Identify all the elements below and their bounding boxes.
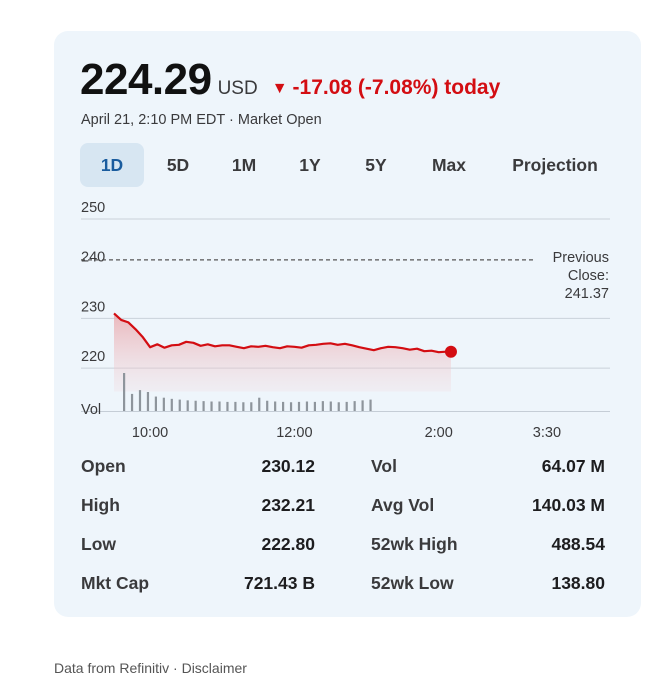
y-tick-label: 230 <box>81 299 105 315</box>
volume-bar <box>130 393 134 411</box>
x-tick-label: 3:30 <box>533 425 561 441</box>
x-axis-labels: 10:00 12:00 2:00 3:30 <box>132 425 561 441</box>
volume-bar <box>186 400 189 411</box>
stat-value: 140.03 M <box>532 495 605 515</box>
stats-row: Open 230.12 Vol 64.07 M <box>81 456 609 480</box>
stat-value: 230.12 <box>261 456 315 476</box>
stats-row: Mkt Cap 721.43 B 52wk Low 138.80 <box>81 573 609 597</box>
price-series-line <box>113 312 451 354</box>
stat-label: Avg Vol <box>371 495 435 515</box>
volume-bar <box>170 398 173 411</box>
tab-1d[interactable]: 1D <box>80 143 144 187</box>
price-row: 224.29 USD ▼ -17.08 (-7.08%) today <box>80 55 500 105</box>
volume-bar <box>274 401 277 411</box>
volume-bar <box>146 392 150 411</box>
current-price: 224.29 <box>80 55 212 104</box>
tab-5d[interactable]: 5D <box>166 155 190 175</box>
stat-value: 64.07 M <box>541 456 605 476</box>
volume-bar <box>226 401 229 411</box>
volume-bar <box>210 401 213 411</box>
volume-bar <box>329 401 332 411</box>
volume-bar <box>353 401 356 411</box>
x-tick-label: 12:00 <box>276 425 312 441</box>
stat-value: 488.54 <box>551 534 605 554</box>
range-tabs: 1D 5D 1M 1Y 5Y Max Projection <box>80 143 610 187</box>
stat-label: High <box>81 495 120 515</box>
current-price-dot <box>444 345 457 358</box>
volume-bar <box>369 399 372 411</box>
tab-1m[interactable]: 1M <box>231 155 257 175</box>
stat-label: Low <box>81 534 116 554</box>
price-change: ▼ -17.08 (-7.08%) today <box>272 76 501 100</box>
volume-bar <box>289 402 293 411</box>
x-tick-label: 2:00 <box>425 425 453 441</box>
volume-bar <box>266 400 269 411</box>
stat-value: 138.80 <box>551 573 605 593</box>
volume-bar <box>138 390 142 411</box>
tab-5y[interactable]: 5Y <box>365 155 387 175</box>
y-tick-label: 250 <box>81 200 105 216</box>
volume-bar <box>123 373 126 411</box>
volume-bars <box>123 373 372 411</box>
volume-bar <box>162 397 165 411</box>
quote-card: 224.29 USD ▼ -17.08 (-7.08%) today April … <box>54 31 641 617</box>
volume-bar <box>361 400 364 411</box>
price-change-text: -17.08 (-7.08%) today <box>292 76 501 99</box>
stat-label: Open <box>81 456 126 476</box>
stat-label: Mkt Cap <box>81 573 150 593</box>
stats-row: Low 222.80 52wk High 488.54 <box>81 534 609 558</box>
data-source-footer[interactable]: Data from Refinitiv · Disclaimer <box>54 660 247 676</box>
volume-bar <box>258 397 261 411</box>
volume-bar <box>305 401 309 411</box>
volume-label: Vol <box>81 402 101 418</box>
volume-bar <box>178 399 181 411</box>
y-tick-label: 220 <box>81 349 105 365</box>
volume-bar <box>234 401 237 411</box>
x-tick-label: 10:00 <box>132 425 168 441</box>
volume-bar <box>345 401 348 411</box>
volume-bar <box>313 401 316 411</box>
stat-label: 52wk Low <box>371 573 454 593</box>
volume-bar <box>202 401 205 411</box>
tab-1y[interactable]: 1Y <box>299 155 321 175</box>
volume-bar <box>282 401 285 411</box>
stat-value: 721.43 B <box>243 573 315 593</box>
stat-value: 222.80 <box>261 534 315 554</box>
currency-label: USD <box>217 78 258 99</box>
y-axis-labels: 250 240 230 220 <box>81 200 105 365</box>
price-area-fill <box>114 313 451 392</box>
volume-bar <box>194 400 197 411</box>
volume-bar <box>297 401 301 411</box>
stat-label: Vol <box>371 456 397 476</box>
down-triangle-icon: ▼ <box>271 80 288 97</box>
y-tick-label: 240 <box>81 250 105 266</box>
volume-bar <box>321 401 324 411</box>
volume-bar <box>218 401 221 411</box>
volume-bar <box>154 396 157 411</box>
previous-close-label-2: Close: <box>568 268 609 284</box>
stat-value: 232.21 <box>261 495 315 515</box>
stats-row: High 232.21 Avg Vol 140.03 M <box>81 495 609 519</box>
tab-max[interactable]: Max <box>431 155 467 175</box>
previous-close-label: Previous <box>553 250 609 266</box>
volume-bar <box>250 402 253 411</box>
market-timestamp: April 21, 2:10 PM EDT · Market Open <box>81 112 322 128</box>
volume-bar <box>242 402 245 411</box>
previous-close-value: 241.37 <box>565 286 609 302</box>
stat-label: 52wk High <box>371 534 458 554</box>
tab-projection[interactable]: Projection <box>512 155 598 175</box>
volume-bar <box>337 402 340 411</box>
